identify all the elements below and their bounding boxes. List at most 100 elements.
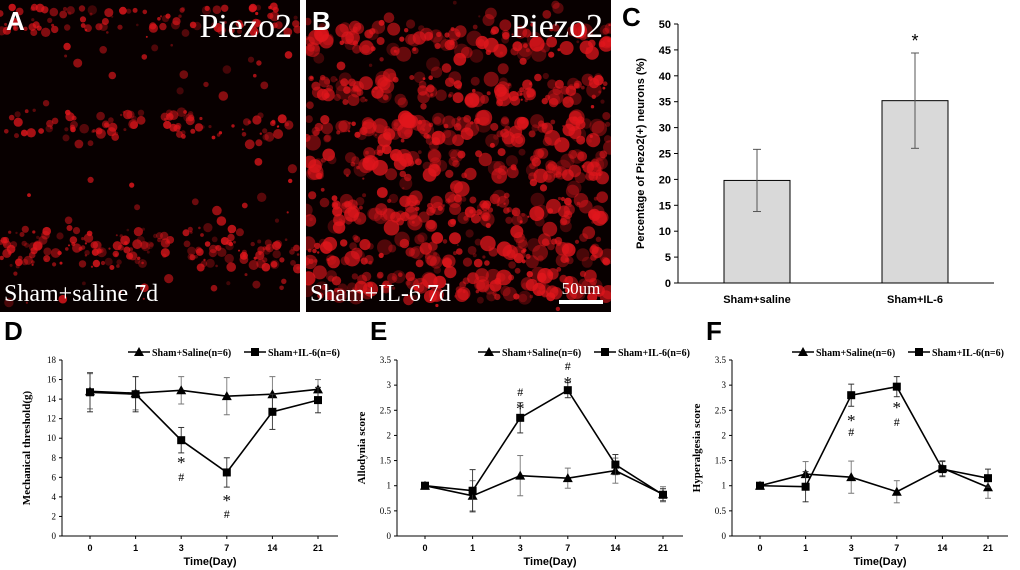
signal-speck [374,86,378,90]
signal-speck [419,242,432,255]
signal-speck [582,226,596,240]
signal-speck [314,122,323,132]
signal-speck [499,19,512,32]
signal-speck [541,238,550,246]
signal-speck [136,115,146,125]
signal-speck [567,180,582,195]
signal-speck [116,264,120,268]
signal-speck [445,198,451,204]
signal-speck [340,239,348,247]
signal-speck [306,101,314,109]
signal-speck [550,119,556,125]
signal-speck [223,20,227,24]
signal-speck [293,25,300,34]
signal-speck [535,148,545,158]
signal-speck [65,112,75,122]
signal-speck [508,261,516,269]
signal-speck [194,123,204,132]
signal-speck [306,254,318,270]
y-tick-label: 40 [659,71,671,83]
signal-speck [399,238,410,249]
signal-speck [23,26,28,31]
signal-speck [456,244,459,247]
signal-speck [456,116,462,121]
signal-speck [89,12,93,16]
signal-speck [499,51,503,55]
signal-speck [264,239,272,247]
scale-bar: 50um [559,279,603,304]
signal-speck [399,112,415,128]
signal-speck [519,220,523,224]
signal-speck [176,87,184,95]
signal-speck [472,253,477,258]
signal-speck [63,24,71,31]
signal-speck [91,130,95,134]
signal-speck [73,58,83,68]
y-tick-label: 35 [659,97,671,109]
signal-speck [480,94,489,104]
signal-speck [226,281,231,286]
signal-speck [402,187,405,190]
signal-speck [353,212,367,225]
signal-speck [504,125,511,133]
signal-speck [235,228,244,237]
signal-speck [87,140,94,147]
signal-speck [322,148,335,162]
signal-speck [484,260,490,266]
signal-speck [513,293,520,300]
signal-speck [277,114,287,124]
signal-speck [137,256,141,260]
signal-speck [288,178,293,184]
signal-speck [24,242,30,248]
signal-speck [327,255,340,269]
signal-speck [32,230,36,234]
signal-speck [488,247,498,257]
signal-speck [49,7,59,17]
signal-speck [500,285,511,297]
signal-speck [200,233,204,237]
legend-label: Sham+IL-6(n=6) [618,348,690,359]
signal-speck [446,38,458,50]
signal-speck [405,271,415,282]
signal-speck [270,261,278,268]
signal-speck [171,20,180,30]
signal-speck [387,22,401,36]
signal-speck [46,119,54,128]
signal-speck [14,258,23,267]
y-tick-label: 14 [47,394,57,404]
signal-speck [382,94,389,100]
signal-speck [422,168,437,182]
signal-speck [221,4,229,12]
signal-speck [407,33,421,47]
signal-speck [313,129,320,137]
data-point-square [801,482,810,491]
signal-speck [367,243,374,250]
significance-mark: # [848,425,854,439]
signal-speck [587,292,598,303]
signal-speck [430,92,434,96]
signal-speck [483,71,499,87]
signal-speck [596,191,608,203]
signal-speck [527,238,541,252]
signal-speck [533,148,544,160]
signal-speck [593,196,598,201]
signal-speck [399,36,405,42]
y-tick-label: 2 [722,430,727,440]
signal-speck [33,240,44,250]
signal-speck [124,241,128,245]
signal-speck [524,98,528,103]
signal-speck [141,54,148,60]
signal-speck [262,128,268,134]
data-point-square [131,390,140,399]
signal-speck [151,44,159,52]
y-tick-label: 2.5 [715,405,727,415]
signal-speck [134,258,140,265]
signal-speck [564,288,569,293]
chart-d: 0 2 4 6 8 10 12 14 16 18 0 1 3 7 14 21 Time(Day) Mechanic… [0,318,345,570]
signal-speck [467,246,477,255]
signal-speck [430,195,443,209]
signal-speck [489,142,495,148]
signal-speck [370,46,376,52]
signal-speck [160,248,170,258]
x-tick-label: 14 [937,543,947,553]
